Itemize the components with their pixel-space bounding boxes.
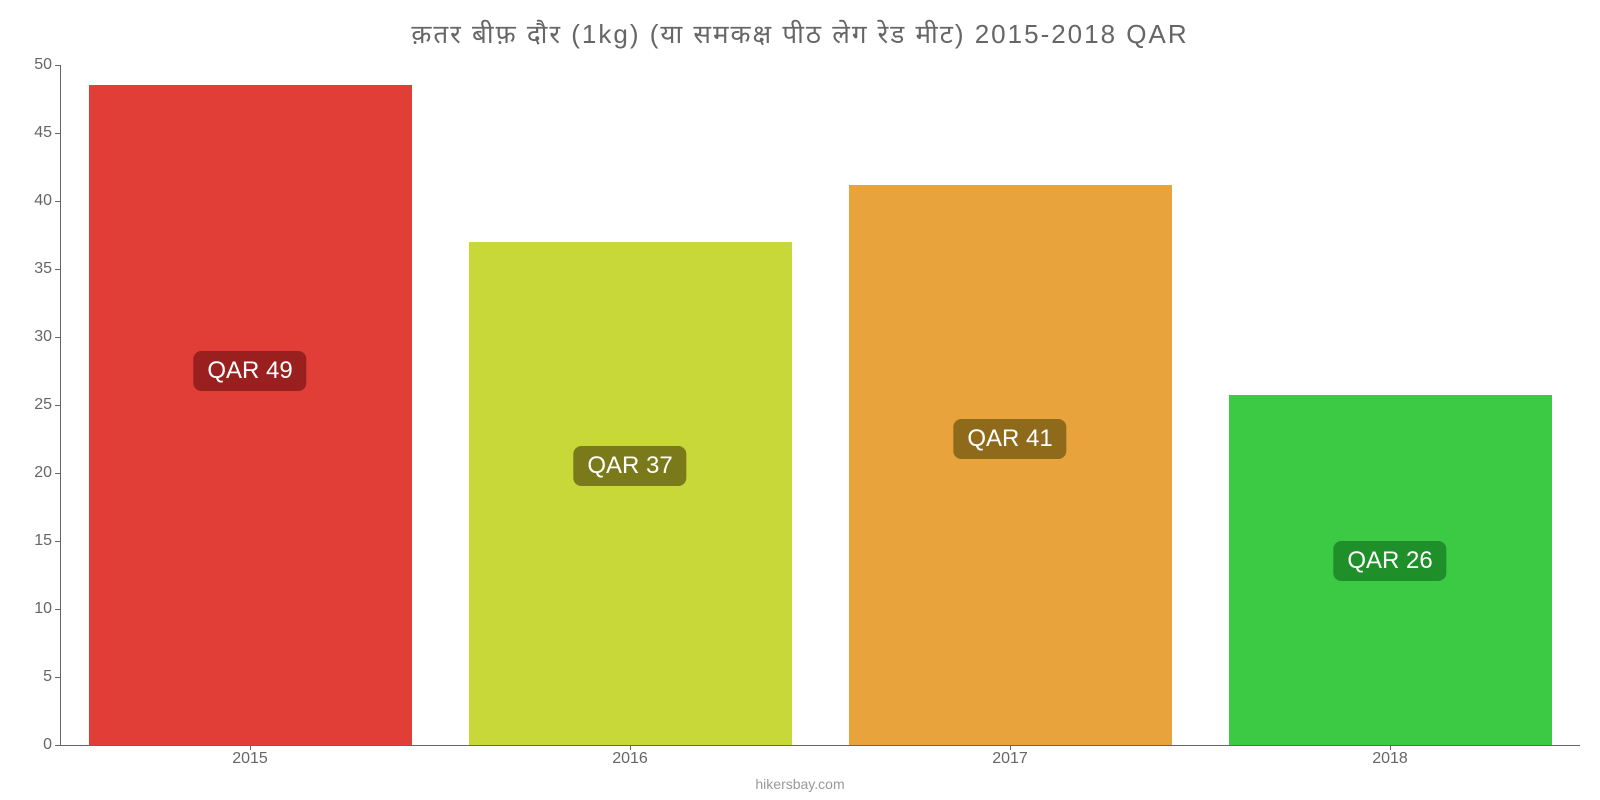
y-tick-label: 50 [22, 56, 52, 74]
x-axis-line [60, 745, 1580, 746]
y-tick-label: 15 [22, 532, 52, 550]
y-tick-label: 40 [22, 192, 52, 210]
bar [469, 242, 792, 745]
y-tick-label: 10 [22, 600, 52, 618]
y-tick-label: 20 [22, 464, 52, 482]
x-tick-label: 2018 [1340, 750, 1440, 768]
bar-data-label: QAR 41 [953, 419, 1066, 459]
x-tick-label: 2017 [960, 750, 1060, 768]
source-label: hikersbay.com [0, 776, 1600, 792]
y-tick-label: 0 [22, 736, 52, 754]
bar-data-label: QAR 26 [1333, 541, 1446, 581]
bar-data-label: QAR 37 [573, 446, 686, 486]
bar-data-label: QAR 49 [193, 351, 306, 391]
chart-title: क़तर बीफ़ दौर (1kg) (या समकक्ष पीठ लेग र… [0, 15, 1600, 51]
y-tick-mark [55, 745, 60, 746]
y-tick-label: 35 [22, 260, 52, 278]
y-tick-label: 5 [22, 668, 52, 686]
bar [89, 85, 412, 745]
bar [849, 185, 1172, 745]
x-tick-label: 2015 [200, 750, 300, 768]
chart-plot-area [60, 65, 1580, 745]
y-tick-label: 25 [22, 396, 52, 414]
x-tick-label: 2016 [580, 750, 680, 768]
y-tick-label: 30 [22, 328, 52, 346]
y-tick-label: 45 [22, 124, 52, 142]
